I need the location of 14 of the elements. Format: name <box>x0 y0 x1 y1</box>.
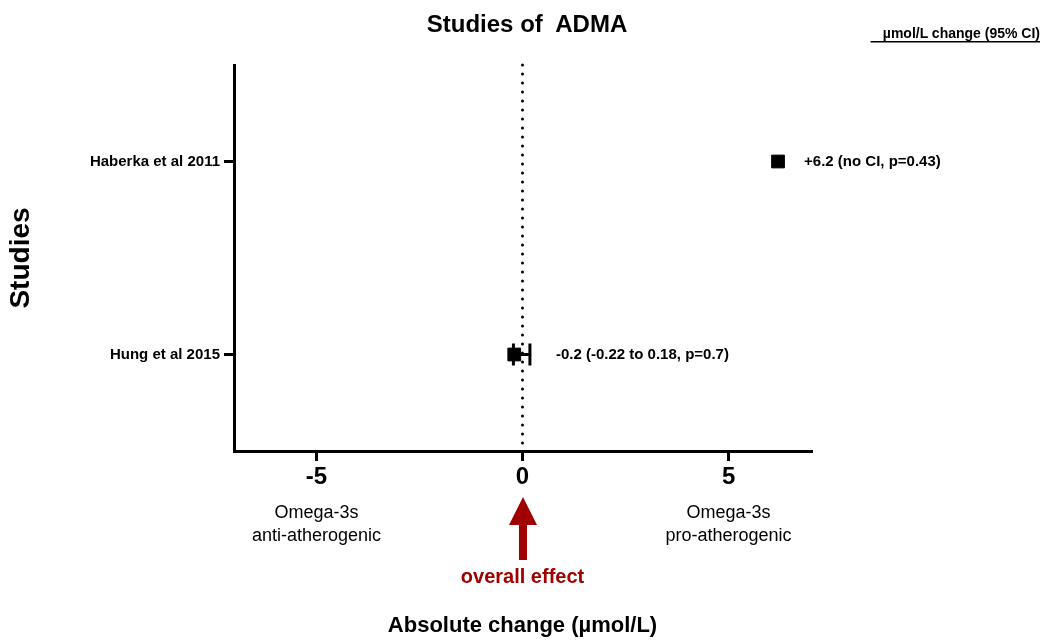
y-tick-label: Hung et al 2015 <box>109 344 220 362</box>
data-label: -0.2 (-0.22 to 0.18, p=0.7) <box>555 344 729 362</box>
data-label: +6.2 (no CI, p=0.43) <box>804 151 941 169</box>
x-tick-label: -5 <box>305 462 328 490</box>
y-tick-label: Haberka et al 2011 <box>89 151 220 169</box>
y-axis-title: Studies <box>3 207 35 309</box>
text: overall effect <box>460 565 585 587</box>
text: Absolute change (µmol/L) <box>387 612 658 637</box>
chart-title: Studies of ADMA <box>426 10 628 37</box>
text: Omega-3s pro-atherogenic <box>665 502 792 545</box>
x-tick-label: 5 <box>721 462 736 490</box>
text: Omega-3s anti-atherogenic <box>251 502 381 545</box>
text: µmol/L change (95% CI) <box>882 25 1040 41</box>
x-tick-label: 0 <box>515 462 530 490</box>
